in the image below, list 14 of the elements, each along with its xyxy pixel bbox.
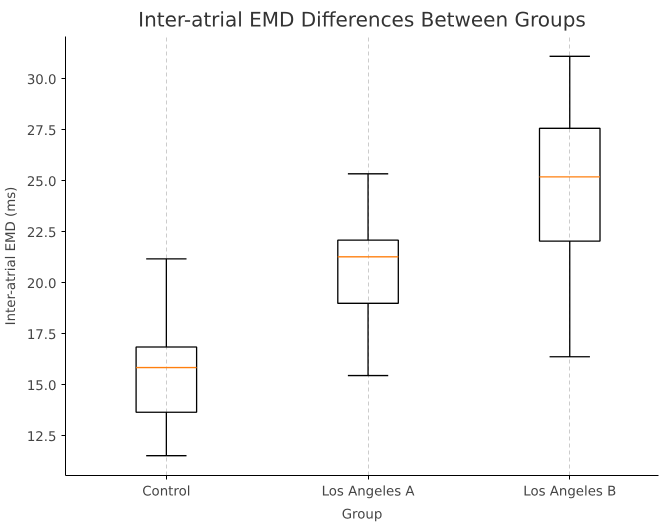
y-tick-label: 30.0 (26, 72, 57, 88)
x-axis-title: Group (342, 508, 382, 522)
x-tick-label: Los Angeles B (523, 484, 616, 500)
y-axis-title: Inter-atrial EMD (ms) (4, 186, 19, 326)
x-tick-label: Los Angeles A (322, 484, 415, 500)
y-tick-label: 12.5 (26, 430, 57, 445)
y-tick-label: 17.5 (26, 328, 57, 343)
y-tick-label: 20.0 (26, 276, 57, 292)
y-tick-label: 27.5 (26, 124, 57, 139)
y-tick-label: 22.5 (26, 226, 57, 241)
chart-title: Inter-atrial EMD Differences Between Groups (138, 8, 586, 32)
y-tick-label: 15.0 (26, 378, 57, 394)
y-tick-label: 25.0 (26, 174, 57, 190)
x-tick-label: Control (142, 484, 190, 500)
